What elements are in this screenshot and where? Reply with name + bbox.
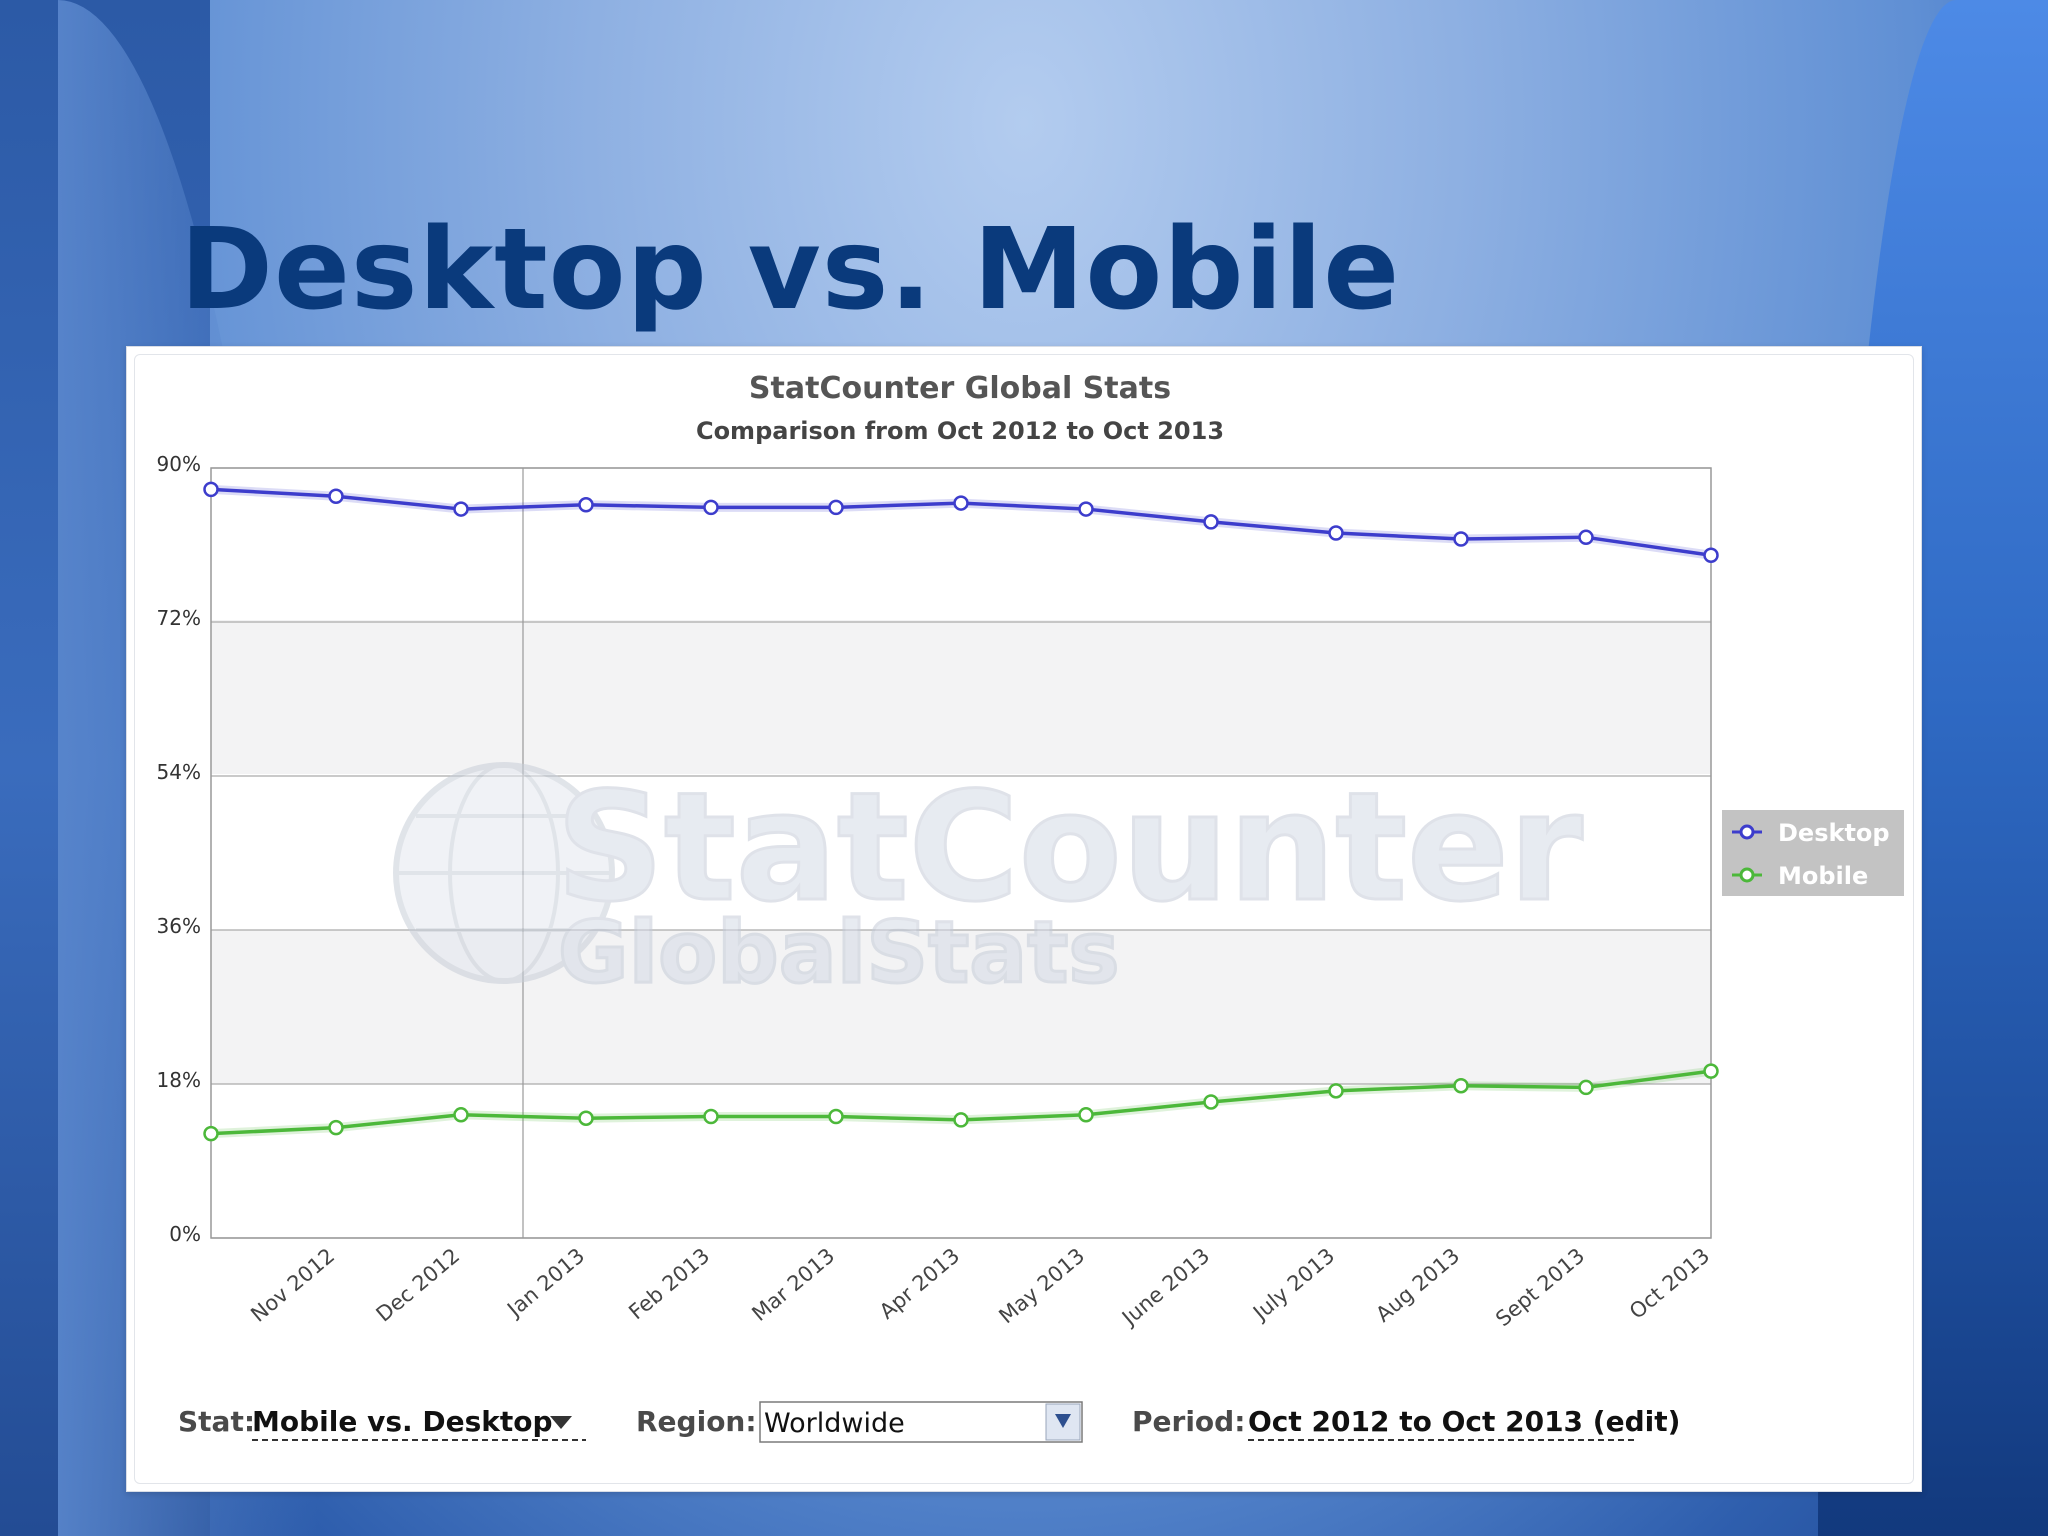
x-tick-label: Dec 2012 xyxy=(372,1243,465,1326)
legend-mobile-label: Mobile xyxy=(1778,862,1868,890)
data-point-mobile[interactable] xyxy=(1203,1094,1219,1110)
globe-icon xyxy=(393,762,615,984)
y-tick-label: 54% xyxy=(157,760,201,784)
period-control[interactable]: Period: Oct 2012 to Oct 2013 (edit) xyxy=(1132,1405,1680,1441)
data-point-desktop[interactable] xyxy=(1703,547,1719,564)
data-point-mobile[interactable] xyxy=(828,1108,844,1125)
x-tick-label: June 2013 xyxy=(1116,1243,1214,1331)
chart-legend: Desktop Mobile xyxy=(1722,810,1904,896)
data-point-mobile[interactable] xyxy=(203,1125,219,1142)
data-point-desktop[interactable] xyxy=(828,499,844,516)
x-tick-label: Apr 2013 xyxy=(875,1243,964,1323)
period-value[interactable]: Oct 2012 to Oct 2013 (edit) xyxy=(1248,1405,1680,1438)
data-point-mobile[interactable] xyxy=(453,1107,469,1123)
legend-mobile-marker xyxy=(1739,867,1755,883)
statcounter-watermark: StatCounter GlobalStats xyxy=(393,760,1584,1005)
stat-label: Stat: xyxy=(178,1405,255,1438)
x-tick-label: Nov 2012 xyxy=(246,1243,339,1326)
y-tick-label: 36% xyxy=(157,914,201,938)
period-label: Period: xyxy=(1132,1405,1245,1438)
chart-title: StatCounter Global Stats xyxy=(749,371,1171,406)
x-tick-label: Jan 2013 xyxy=(501,1243,589,1322)
data-point-mobile[interactable] xyxy=(328,1119,344,1136)
data-point-desktop[interactable] xyxy=(1328,525,1344,541)
y-tick-label: 90% xyxy=(157,452,201,476)
y-tick-label: 72% xyxy=(157,606,201,630)
plot-border xyxy=(210,467,1712,1239)
slide-title: Desktop vs. Mobile xyxy=(180,205,1401,335)
data-point-desktop[interactable] xyxy=(703,499,719,516)
data-point-desktop[interactable] xyxy=(953,495,969,511)
data-point-mobile[interactable] xyxy=(953,1112,969,1128)
data-point-mobile[interactable] xyxy=(1078,1107,1094,1123)
data-point-mobile[interactable] xyxy=(1453,1077,1469,1094)
x-tick-label: Aug 2013 xyxy=(1371,1243,1464,1326)
region-dropdown-arrow-icon xyxy=(1055,1414,1071,1428)
watermark-line2: GlobalStats xyxy=(558,903,1120,1003)
data-point-desktop[interactable] xyxy=(1453,531,1469,547)
stat-dropdown-arrow-icon[interactable] xyxy=(550,1416,572,1429)
chart-panel: StatCounter Global Stats Comparison from… xyxy=(126,346,1922,1492)
legend-desktop-marker xyxy=(1739,824,1755,840)
data-point-mobile[interactable] xyxy=(703,1108,719,1125)
y-tick-label: 0% xyxy=(169,1222,201,1246)
x-tick-label: Mar 2013 xyxy=(747,1243,839,1326)
chart-subtitle: Comparison from Oct 2012 to Oct 2013 xyxy=(696,417,1224,445)
plot-band-upper xyxy=(211,620,1711,774)
x-tick-label: Oct 2013 xyxy=(1625,1243,1714,1323)
chart-svg: StatCounter Global Stats Comparison from… xyxy=(157,371,1904,1443)
x-tick-label: Sept 2013 xyxy=(1491,1243,1589,1331)
region-control: Region: Worldwide xyxy=(636,1401,1083,1443)
region-label: Region: xyxy=(636,1405,757,1438)
data-point-desktop[interactable] xyxy=(328,488,344,504)
x-tick-label: July 2013 xyxy=(1247,1243,1339,1326)
legend-item-mobile[interactable]: Mobile xyxy=(1732,862,1868,890)
legend-item-desktop[interactable]: Desktop xyxy=(1732,819,1890,847)
x-tick-label: May 2013 xyxy=(994,1243,1089,1328)
data-point-desktop[interactable] xyxy=(1078,501,1094,517)
data-point-desktop[interactable] xyxy=(1578,529,1594,546)
data-point-mobile[interactable] xyxy=(1328,1083,1344,1099)
data-point-desktop[interactable] xyxy=(203,481,219,498)
data-point-mobile[interactable] xyxy=(1578,1079,1594,1096)
legend-box xyxy=(1722,810,1904,896)
x-tick-label: Feb 2013 xyxy=(624,1243,714,1324)
region-select[interactable] xyxy=(759,1401,1083,1443)
region-select-value: Worldwide xyxy=(764,1408,905,1439)
legend-desktop-label: Desktop xyxy=(1778,819,1890,847)
data-point-desktop[interactable] xyxy=(1203,514,1219,530)
chart-panel-frame xyxy=(134,354,1914,1484)
y-tick-label: 18% xyxy=(157,1068,201,1092)
data-point-mobile[interactable] xyxy=(578,1110,594,1126)
watermark-line1: StatCounter xyxy=(556,761,1583,935)
data-point-desktop[interactable] xyxy=(453,501,469,517)
data-point-desktop[interactable] xyxy=(578,497,594,513)
data-point-mobile[interactable] xyxy=(1703,1063,1719,1079)
stat-value[interactable]: Mobile vs. Desktop xyxy=(252,1405,553,1438)
stat-control[interactable]: Stat: Mobile vs. Desktop xyxy=(178,1405,586,1441)
